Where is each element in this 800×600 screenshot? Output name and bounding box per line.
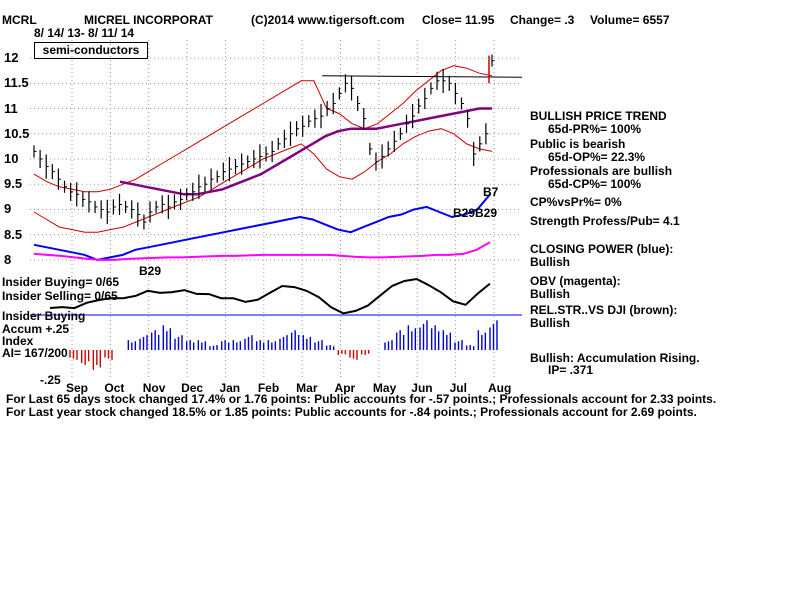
accum-title-label: Insider Buying [2, 309, 86, 323]
chart-annotations [321, 55, 523, 84]
company-name: MICREL INCORPORAT [84, 13, 213, 27]
side-panel-item: REL.STR..VS DJI (brown): [530, 303, 678, 317]
bollinger-bands [33, 65, 493, 233]
side-panel-item: Strength Profess/Pub= 4.1 [530, 214, 680, 228]
closing-power-line [33, 193, 491, 261]
volume-value: Volume= 6557 [590, 13, 670, 27]
x-tick-label: Sep [66, 381, 89, 395]
chart-grid [30, 57, 522, 261]
x-tick-label: Jul [449, 381, 467, 395]
price-bars [33, 54, 495, 230]
side-panel-item: IP= .371 [548, 363, 594, 377]
footer-line-2: For Last year stock changed 18.5% or 1.8… [6, 405, 697, 419]
y-tick-label: 9 [4, 201, 12, 217]
side-panel-item: 65d-OP%= 22.3% [548, 150, 646, 164]
side-panel-item: Public is bearish [530, 137, 626, 151]
copyright-text: (C)2014 www.tigersoft.com [251, 13, 405, 27]
x-tick-label: Jan [219, 381, 241, 395]
signal-b7: B7 [483, 185, 499, 199]
y-tick-label: 10 [4, 151, 19, 166]
sector-label: semi-conductors [34, 42, 148, 59]
ticker-symbol: MCRL [2, 13, 37, 27]
signal-b29-right: B29B29 [453, 206, 498, 220]
side-panel-item: 65d-PR%= 100% [548, 122, 642, 136]
insider-selling-label: Insider Selling= 0/65 [2, 289, 118, 303]
change-value: Change= .3 [510, 13, 575, 27]
side-panel-item: OBV (magenta): [530, 274, 621, 288]
side-panel-item: Bullish [530, 316, 571, 330]
accum-low-label: -.25 [40, 373, 61, 387]
upper-band-line [33, 65, 493, 193]
x-tick-label: Mar [296, 381, 318, 395]
x-tick-label: Jun [411, 381, 433, 395]
side-panel-item: Bullish: Accumulation Rising. [530, 351, 700, 365]
accumulation-panel [30, 314, 522, 370]
y-tick-label: 8 [4, 251, 12, 267]
y-tick-label: 11.5 [4, 75, 29, 91]
rel-strength-line [49, 277, 491, 315]
y-tick-label: 11 [4, 100, 18, 116]
x-tick-label: May [372, 381, 397, 395]
side-panel-item: CLOSING POWER (blue): [530, 242, 674, 256]
side-panel-item: Bullish [530, 287, 571, 301]
lower-band-line [33, 128, 493, 233]
x-tick-label: Oct [104, 381, 125, 395]
accum-index-label: Accum +.25 [2, 322, 70, 336]
y-tick-label: 8.5 [4, 226, 23, 242]
date-range: 8/ 14/ 13- 8/ 11/ 14 [34, 26, 135, 40]
x-tick-label: Dec [181, 381, 204, 395]
x-tick-label: Feb [257, 381, 280, 395]
moving-average [119, 107, 492, 196]
side-panel-item: BULLISH PRICE TREND [530, 109, 667, 123]
side-panel-item: Professionals are bullish [530, 164, 673, 178]
accum-index-label-2: Index [2, 334, 34, 348]
insider-buying-label: Insider Buying= 0/65 [2, 275, 120, 289]
signal-b29-left: B29 [139, 264, 162, 278]
side-panel-item: CP%vsPr%= 0% [530, 195, 622, 209]
moving-average-line [119, 107, 492, 196]
chart-x-grid [71, 40, 495, 378]
x-tick-label: Nov [142, 381, 166, 395]
obv-line [33, 241, 491, 261]
x-tick-label: Apr [334, 381, 356, 395]
close-value: Close= 11.95 [422, 13, 495, 27]
y-tick-label: 9.5 [4, 176, 23, 192]
side-panel-item: 65d-CP%= 100% [548, 177, 642, 191]
x-tick-label: Aug [488, 381, 512, 395]
footer-line-1: For Last 65 days stock changed 17.4% or … [6, 392, 717, 406]
ai-label: AI= 167/200 [2, 346, 68, 360]
indicator-lines [33, 193, 491, 315]
y-tick-label: 10.5 [4, 125, 30, 141]
y-tick-label: 12 [4, 50, 19, 66]
side-panel-item: Bullish [530, 255, 571, 269]
